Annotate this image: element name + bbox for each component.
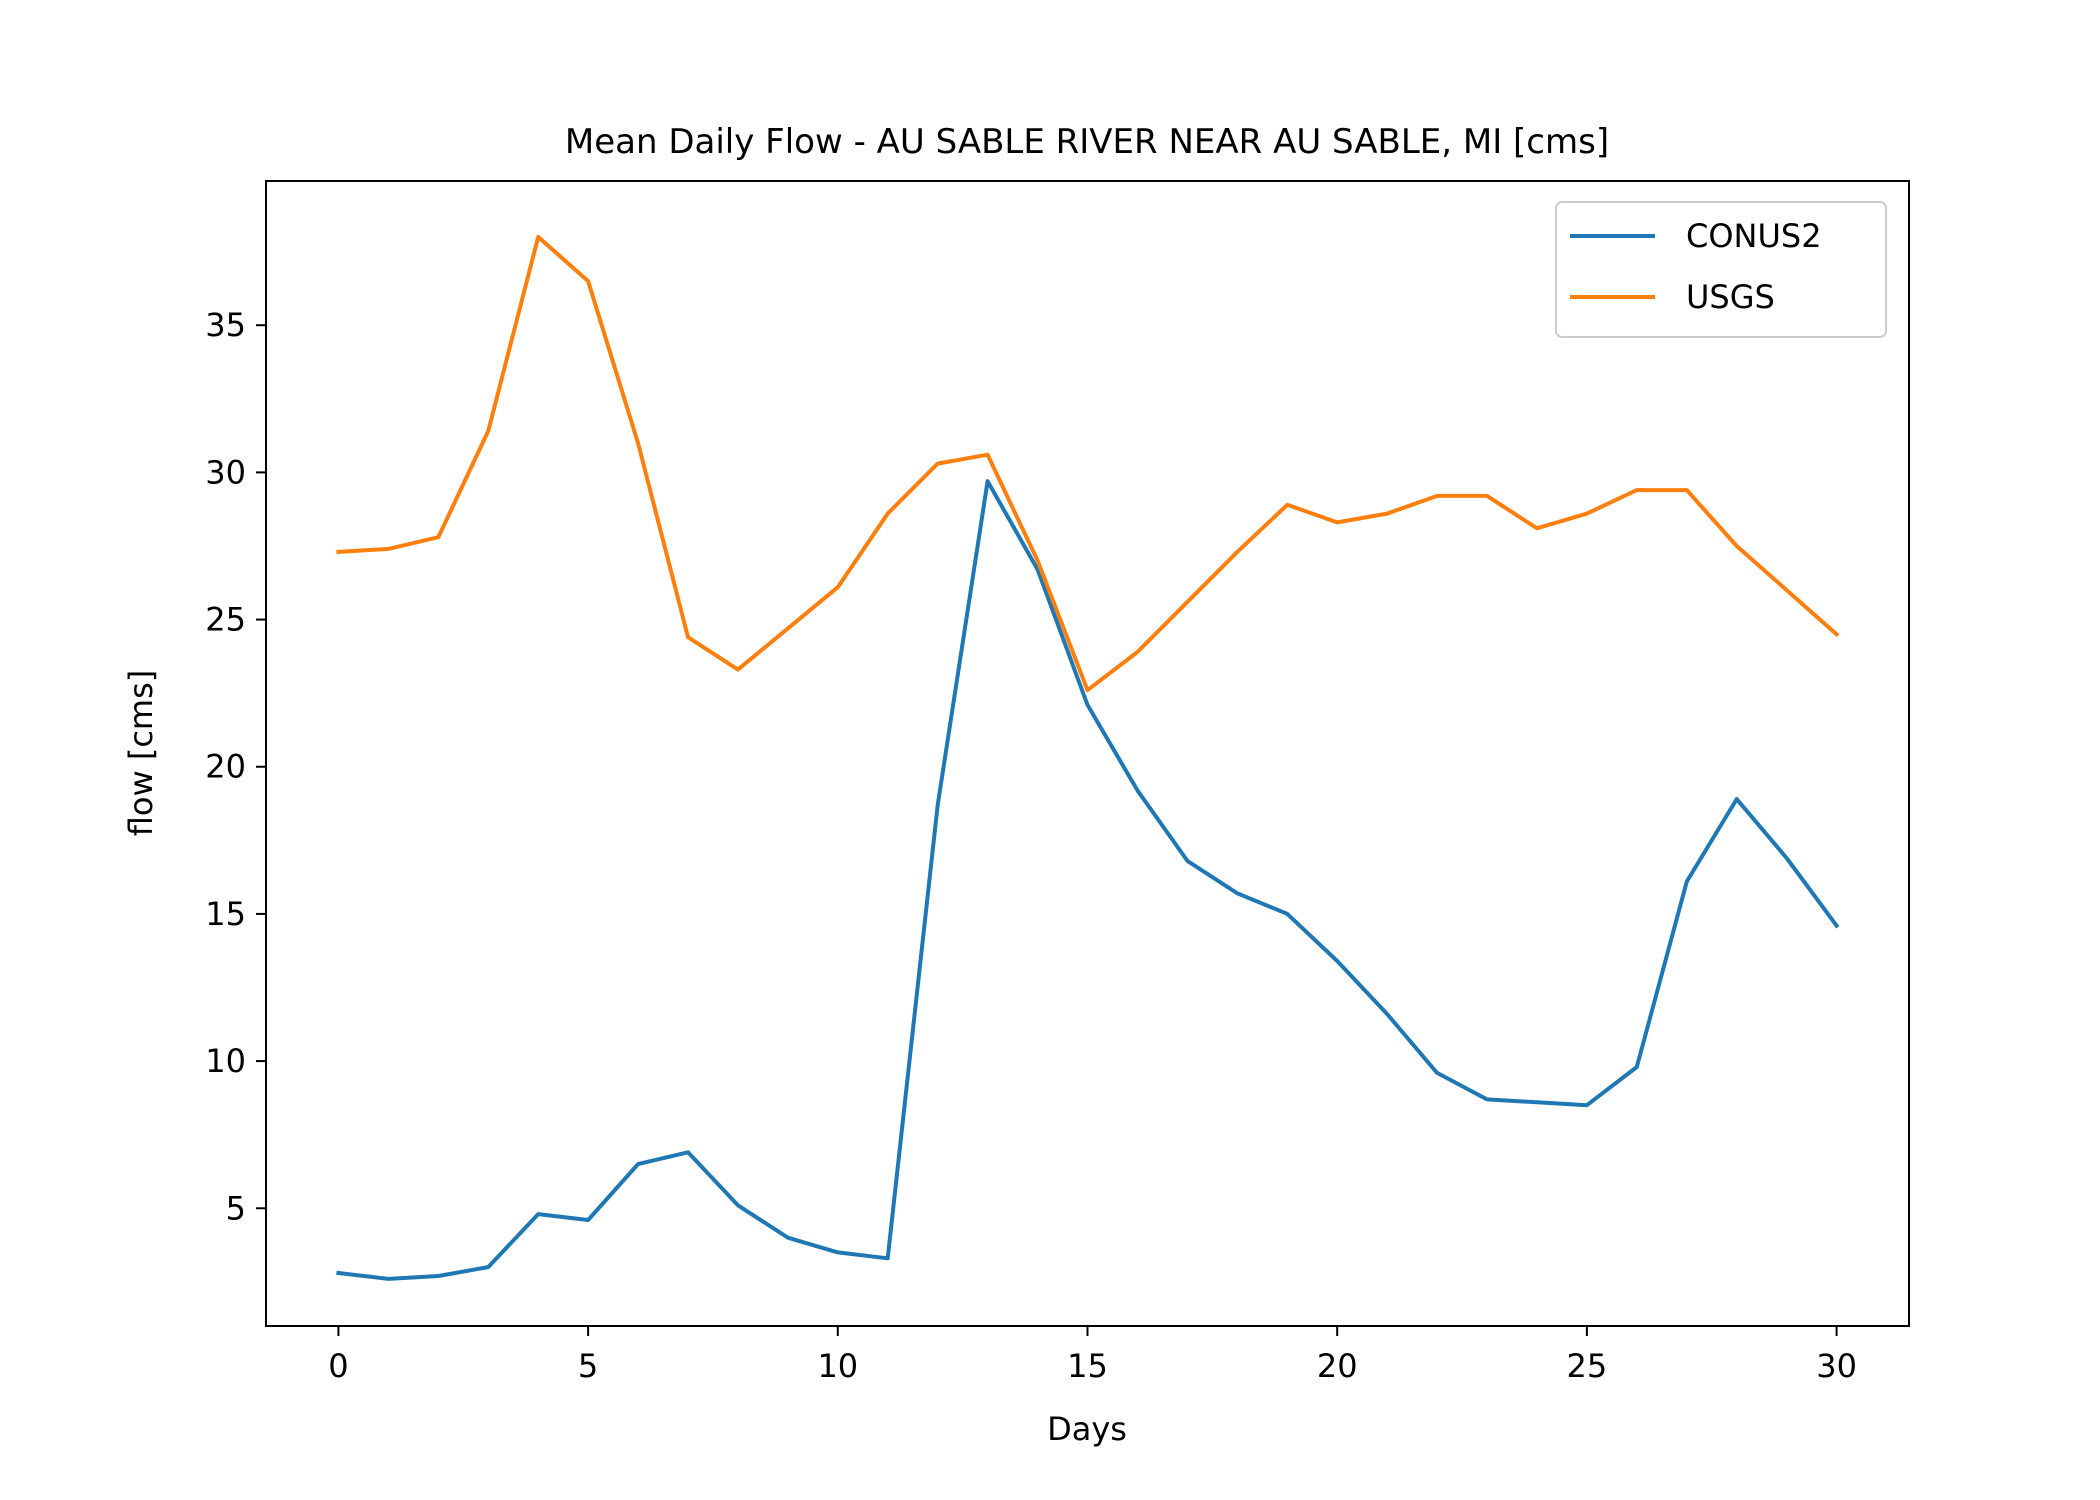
y-tick-label: 10 (205, 1042, 246, 1080)
x-tick-label: 5 (578, 1347, 598, 1385)
x-tick-label: 20 (1317, 1347, 1358, 1385)
x-tick-label: 15 (1067, 1347, 1108, 1385)
x-tick-label: 0 (328, 1347, 348, 1385)
y-axis-label: flow [cms] (122, 670, 160, 836)
series-layer (336, 234, 1840, 1281)
y-tick-label: 30 (205, 453, 246, 491)
x-tick-label: 30 (1816, 1347, 1857, 1385)
legend-label-usgs: USGS (1686, 278, 1775, 316)
y-axis: 5 10 15 20 25 30 35 (205, 306, 266, 1227)
legend-label-conus2: CONUS2 (1686, 217, 1822, 255)
x-tick-label: 10 (817, 1347, 858, 1385)
y-tick-label: 5 (226, 1189, 246, 1227)
x-axis-label: Days (1047, 1410, 1127, 1448)
chart-title: Mean Daily Flow - AU SABLE RIVER NEAR AU… (565, 122, 1609, 162)
legend: CONUS2 USGS (1555, 201, 1887, 338)
x-tick-label: 25 (1567, 1347, 1608, 1385)
y-tick-label: 20 (205, 748, 246, 786)
y-tick-label: 15 (205, 895, 246, 933)
series-line-conus2 (336, 479, 1840, 1281)
x-axis: 0 5 10 15 20 25 30 (328, 1326, 1857, 1385)
series-line-usgs (336, 234, 1840, 693)
y-tick-label: 35 (205, 306, 246, 344)
y-tick-label: 25 (205, 601, 246, 639)
